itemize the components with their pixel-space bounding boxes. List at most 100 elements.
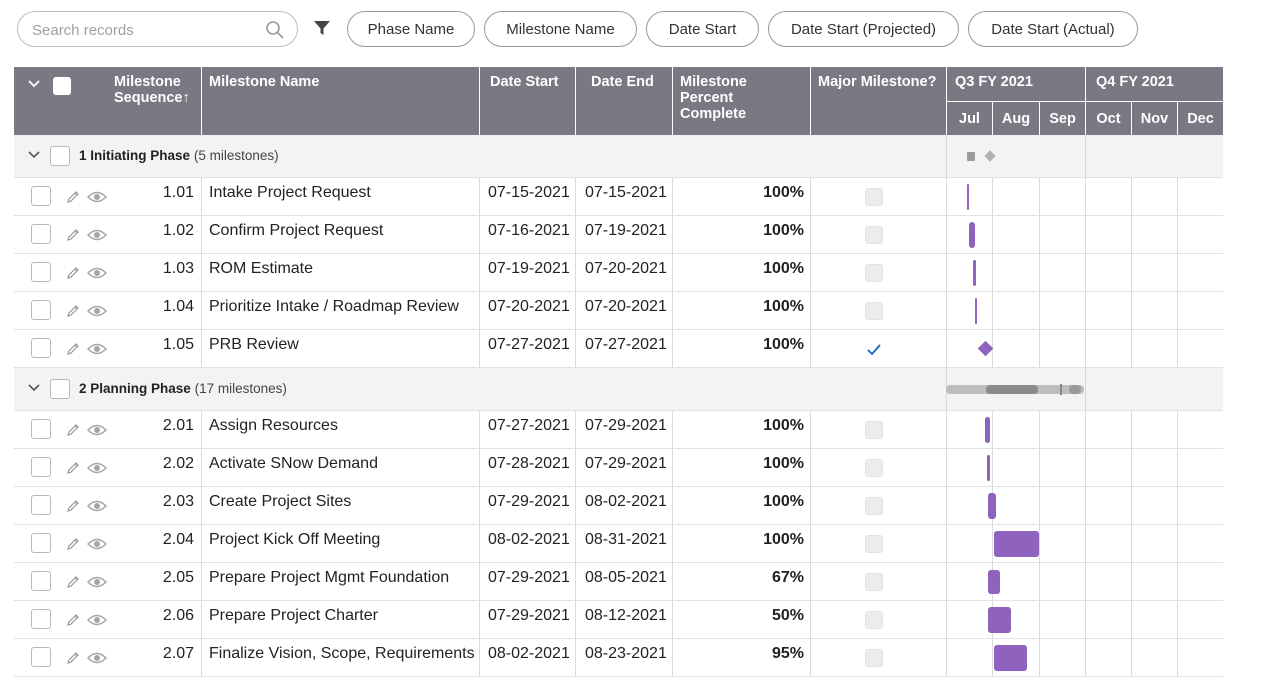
major-milestone-checkbox[interactable] [865, 649, 883, 667]
edit-pencil-icon[interactable] [65, 341, 81, 357]
view-eye-icon[interactable] [87, 304, 107, 318]
phase-group-row[interactable]: 1 Initiating Phase (5 milestones) [14, 135, 1223, 178]
row-checkbox[interactable] [31, 338, 51, 358]
collapse-all-chevron-icon[interactable] [28, 78, 40, 90]
table-row[interactable]: 2.07 Finalize Vision, Scope, Requirements… [14, 639, 1223, 677]
major-milestone-checkbox[interactable] [865, 188, 883, 206]
group-checkbox[interactable] [50, 379, 70, 399]
row-checkbox[interactable] [31, 647, 51, 667]
header-sequence[interactable]: Milestone Sequence↑ [114, 74, 190, 106]
table-row[interactable]: 2.04 Project Kick Off Meeting 08-02-2021 08… [14, 525, 1223, 563]
edit-pencil-icon[interactable] [65, 612, 81, 628]
header-milestone-name[interactable]: Milestone Name [201, 67, 479, 135]
view-eye-icon[interactable] [87, 613, 107, 627]
table-row[interactable]: 2.06 Prepare Project Charter 07-29-2021 08-… [14, 601, 1223, 639]
chip-date-start-actual[interactable]: Date Start (Actual) [968, 11, 1138, 47]
view-eye-icon[interactable] [87, 228, 107, 242]
edit-pencil-icon[interactable] [65, 574, 81, 590]
row-checkbox[interactable] [31, 224, 51, 244]
table-row[interactable]: 2.03 Create Project Sites 07-29-2021 08-02-… [14, 487, 1223, 525]
table-row[interactable]: 2.01 Assign Resources 07-27-2021 07-29-2021… [14, 411, 1223, 449]
header-major-milestone[interactable]: Major Milestone? [810, 67, 946, 135]
gantt-bar[interactable] [973, 260, 977, 286]
chip-date-start[interactable]: Date Start [646, 11, 759, 47]
edit-pencil-icon[interactable] [65, 303, 81, 319]
search-box[interactable] [17, 11, 298, 47]
major-milestone-check-icon[interactable] [867, 344, 881, 356]
gantt-bar[interactable] [988, 570, 1001, 594]
view-eye-icon[interactable] [87, 499, 107, 513]
header-date-start[interactable]: Date Start [479, 67, 575, 135]
view-eye-icon[interactable] [87, 423, 107, 437]
gantt-bar[interactable] [994, 645, 1028, 671]
table-row[interactable]: 1.05 PRB Review 07-27-2021 07-27-2021 100% [14, 330, 1223, 368]
milestone-name[interactable]: Activate SNow Demand [209, 455, 378, 472]
row-checkbox[interactable] [31, 609, 51, 629]
row-checkbox[interactable] [31, 262, 51, 282]
edit-pencil-icon[interactable] [65, 498, 81, 514]
edit-pencil-icon[interactable] [65, 189, 81, 205]
search-input[interactable] [32, 20, 262, 40]
phase-group-row[interactable]: 2 Planning Phase (17 milestones) [14, 368, 1223, 411]
milestone-name[interactable]: Intake Project Request [209, 184, 371, 201]
table-row[interactable]: 2.02 Activate SNow Demand 07-28-2021 07-29-… [14, 449, 1223, 487]
chip-date-start-projected[interactable]: Date Start (Projected) [768, 11, 959, 47]
edit-pencil-icon[interactable] [65, 227, 81, 243]
milestone-name[interactable]: Create Project Sites [209, 493, 352, 510]
major-milestone-checkbox[interactable] [865, 421, 883, 439]
gantt-bar[interactable] [994, 531, 1040, 557]
major-milestone-checkbox[interactable] [865, 459, 883, 477]
row-checkbox[interactable] [31, 533, 51, 553]
gantt-bar[interactable] [986, 455, 990, 481]
edit-pencil-icon[interactable] [65, 650, 81, 666]
major-milestone-checkbox[interactable] [865, 535, 883, 553]
collapse-chevron-icon[interactable] [28, 149, 40, 161]
milestone-name[interactable]: PRB Review [209, 336, 299, 353]
row-checkbox[interactable] [31, 186, 51, 206]
table-row[interactable]: 2.05 Prepare Project Mgmt Foundation 07-29… [14, 563, 1223, 601]
table-row[interactable]: 1.02 Confirm Project Request 07-16-2021 07-… [14, 216, 1223, 254]
milestone-name[interactable]: Prepare Project Mgmt Foundation [209, 569, 450, 586]
view-eye-icon[interactable] [87, 342, 107, 356]
view-eye-icon[interactable] [87, 537, 107, 551]
chip-milestone-name[interactable]: Milestone Name [484, 11, 637, 47]
gantt-bar[interactable] [988, 607, 1011, 633]
chip-phase-name[interactable]: Phase Name [347, 11, 475, 47]
milestone-name[interactable]: Prepare Project Charter [209, 607, 378, 624]
milestone-name[interactable]: Finalize Vision, Scope, Requirements [209, 645, 475, 662]
view-eye-icon[interactable] [87, 575, 107, 589]
milestone-name[interactable]: Prioritize Intake / Roadmap Review [209, 298, 459, 315]
major-milestone-checkbox[interactable] [865, 264, 883, 282]
select-all-checkbox[interactable] [53, 77, 71, 95]
major-milestone-checkbox[interactable] [865, 226, 883, 244]
search-icon[interactable] [265, 20, 285, 40]
view-eye-icon[interactable] [87, 190, 107, 204]
gantt-bar[interactable] [968, 222, 975, 248]
gantt-bar[interactable] [967, 184, 970, 210]
major-milestone-checkbox[interactable] [865, 302, 883, 320]
major-milestone-checkbox[interactable] [865, 497, 883, 515]
filter-icon[interactable] [313, 19, 331, 37]
table-row[interactable]: 1.04 Prioritize Intake / Roadmap Review 07… [14, 292, 1223, 330]
milestone-name[interactable]: ROM Estimate [209, 260, 314, 277]
milestone-name[interactable]: Project Kick Off Meeting [209, 531, 381, 548]
edit-pencil-icon[interactable] [65, 536, 81, 552]
milestone-name[interactable]: Assign Resources [209, 417, 338, 434]
major-milestone-checkbox[interactable] [865, 611, 883, 629]
gantt-bar[interactable] [985, 417, 990, 443]
group-checkbox[interactable] [50, 146, 70, 166]
table-row[interactable]: 1.01 Intake Project Request 07-15-2021 07-1… [14, 178, 1223, 216]
view-eye-icon[interactable] [87, 461, 107, 475]
row-checkbox[interactable] [31, 300, 51, 320]
row-checkbox[interactable] [31, 571, 51, 591]
table-row[interactable]: 1.03 ROM Estimate 07-19-2021 07-20-2021 100% [14, 254, 1223, 292]
sort-ascending-icon[interactable]: ↑ [182, 90, 190, 106]
header-percent-complete[interactable]: Milestone Percent Complete [672, 67, 810, 135]
milestone-name[interactable]: Confirm Project Request [209, 222, 384, 239]
row-checkbox[interactable] [31, 457, 51, 477]
view-eye-icon[interactable] [87, 651, 107, 665]
major-milestone-checkbox[interactable] [865, 573, 883, 591]
edit-pencil-icon[interactable] [65, 265, 81, 281]
edit-pencil-icon[interactable] [65, 422, 81, 438]
edit-pencil-icon[interactable] [65, 460, 81, 476]
